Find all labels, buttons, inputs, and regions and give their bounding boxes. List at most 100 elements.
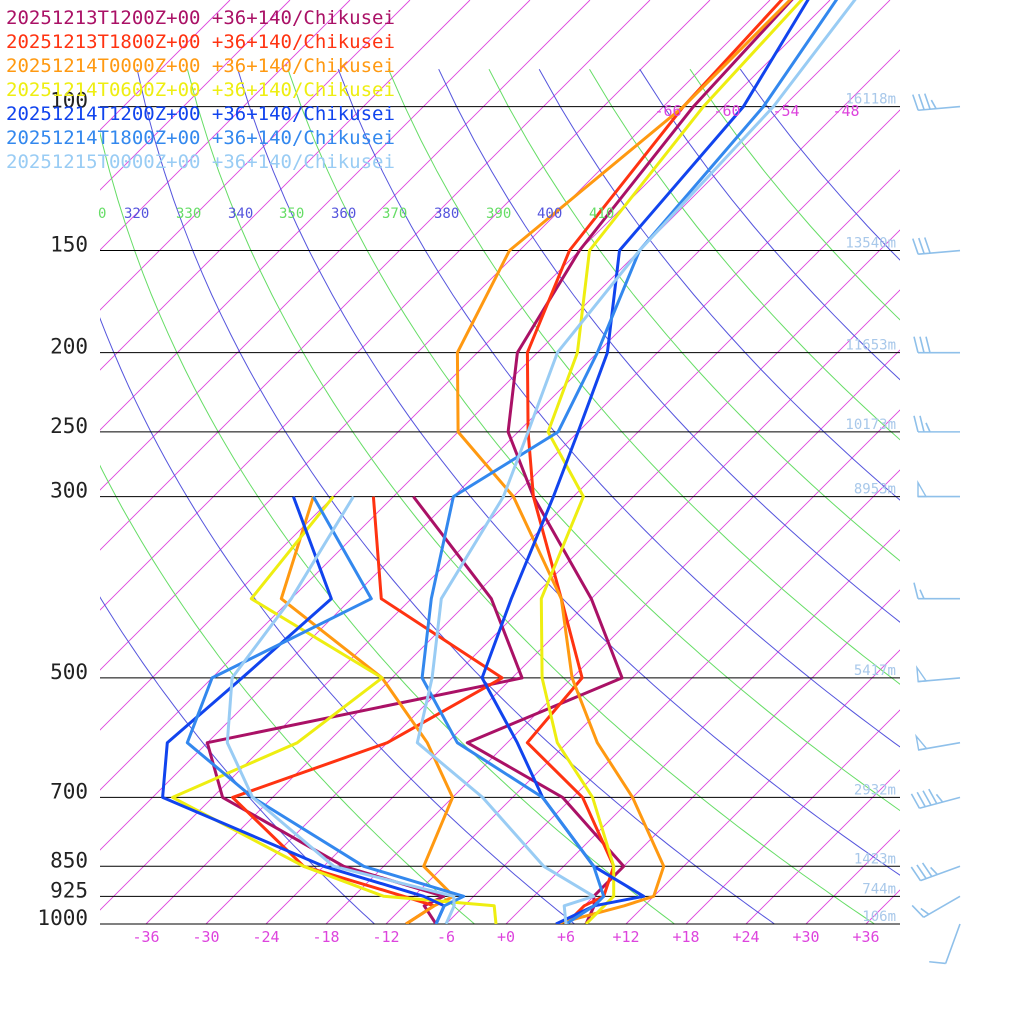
pressure-labels: 100 150 200 250 300 500 700 850 925 1000 bbox=[37, 89, 88, 930]
temperature-tick-label: -30 bbox=[192, 928, 219, 946]
temperature-profile bbox=[415, 0, 857, 924]
dewpoint-profile bbox=[161, 496, 446, 924]
sounding-profiles bbox=[161, 0, 857, 924]
theta-label: 380 bbox=[434, 206, 459, 222]
isotherm-line bbox=[205, 229, 900, 924]
height-label: 11653m bbox=[845, 338, 896, 354]
dry-adiabat-line bbox=[538, 68, 900, 501]
isotherm-line bbox=[625, 649, 900, 924]
dewpoint-profile bbox=[231, 496, 504, 924]
pressure-label: 300 bbox=[50, 479, 88, 503]
pressure-label: 200 bbox=[50, 335, 88, 359]
isotherm-line bbox=[100, 0, 771, 671]
temperature-tick-label: +12 bbox=[612, 928, 639, 946]
dry-adiabat-line bbox=[136, 69, 775, 924]
pressure-label: 700 bbox=[50, 779, 88, 803]
dry-adiabat-line bbox=[337, 69, 900, 748]
isotherm-line bbox=[685, 709, 900, 924]
theta-label: 0 bbox=[98, 206, 106, 222]
isotherm-line bbox=[100, 0, 351, 251]
isotherm-line bbox=[100, 49, 900, 851]
height-label: 744m bbox=[862, 881, 896, 897]
isotherm-lines bbox=[100, 0, 900, 924]
legend-entry: 20251213T1800Z+00 +36+140/Chikusei bbox=[6, 31, 395, 53]
legend-entry: 20251214T1200Z+00 +36+140/Chikusei bbox=[6, 103, 395, 125]
legend-entry: 20251215T0000Z+00 +36+140/Chikusei bbox=[6, 151, 395, 173]
temperature-profile bbox=[455, 0, 793, 924]
wind-barb bbox=[917, 479, 960, 498]
temperature-tick-label: +0 bbox=[497, 928, 515, 946]
temperature-profile bbox=[480, 0, 810, 924]
legend-entry: 20251214T0600Z+00 +36+140/Chikusei bbox=[6, 79, 395, 101]
wind-barb bbox=[913, 582, 960, 600]
upper-temperature-label: -48 bbox=[832, 102, 859, 120]
height-labels: 16118m 13540m 11653m 10173m 8953m 5417m … bbox=[845, 92, 896, 925]
upper-temperature-label: -54 bbox=[772, 102, 799, 120]
isotherm-line bbox=[145, 169, 900, 924]
dry-adiabat-line bbox=[100, 464, 475, 924]
pressure-label: 1000 bbox=[37, 906, 88, 930]
isotherm-line bbox=[100, 0, 831, 731]
theta-label: 370 bbox=[382, 206, 407, 222]
pressure-label: 100 bbox=[50, 89, 88, 113]
isotherm-line bbox=[100, 0, 411, 311]
theta-label: 390 bbox=[486, 206, 511, 222]
isotherm-line bbox=[100, 0, 591, 491]
legend: 20251213T1200Z+00 +36+140/Chikusei 20251… bbox=[6, 7, 395, 173]
temperature-tick-label: +36 bbox=[852, 928, 879, 946]
isotherm-line bbox=[565, 589, 900, 924]
pressure-label: 925 bbox=[50, 878, 88, 902]
theta-label: 400 bbox=[537, 206, 562, 222]
dry-adiabat-line bbox=[237, 69, 900, 876]
height-label: 5417m bbox=[854, 663, 896, 679]
wind-barb bbox=[910, 862, 961, 882]
isotherm-line bbox=[100, 0, 711, 611]
isotherm-line bbox=[805, 829, 900, 924]
dry-adiabat-line bbox=[100, 131, 675, 924]
upper-temperature-label: -60 bbox=[713, 102, 740, 120]
dry-adiabat-line bbox=[287, 69, 900, 812]
theta-label: 350 bbox=[279, 206, 304, 222]
isotherm-line bbox=[445, 469, 900, 924]
theta-label: 360 bbox=[331, 206, 356, 222]
theta-label: 330 bbox=[176, 206, 201, 222]
temperature-tick-label: -24 bbox=[252, 928, 279, 946]
dry-adiabat-line bbox=[438, 68, 900, 623]
wind-barb bbox=[911, 895, 961, 919]
temperature-tick-labels: -36 -30 -24 -18 -12 -6 +0 +6 +12 +18 +24… bbox=[132, 928, 879, 946]
wind-barb bbox=[913, 415, 960, 433]
dry-adiabat-lines bbox=[100, 68, 900, 924]
pressure-label: 150 bbox=[50, 233, 88, 257]
height-label: 1423m bbox=[854, 851, 896, 867]
height-label: 106m bbox=[862, 909, 896, 925]
wind-barb bbox=[912, 93, 961, 112]
wind-barb bbox=[910, 788, 961, 810]
temperature-tick-label: -36 bbox=[132, 928, 159, 946]
wind-barbs bbox=[910, 93, 961, 965]
dry-adiabat-line bbox=[387, 68, 900, 685]
isotherm-line bbox=[100, 0, 291, 191]
isotherm-line bbox=[100, 0, 651, 551]
pressure-label: 500 bbox=[50, 660, 88, 684]
isotherm-line bbox=[100, 0, 471, 371]
theta-label: 410 bbox=[589, 206, 614, 222]
isotherm-line bbox=[100, 0, 531, 431]
height-label: 2932m bbox=[854, 782, 896, 798]
dry-adiabat-line bbox=[186, 69, 875, 924]
dry-adiabat-line bbox=[100, 596, 375, 924]
isotherm-line bbox=[100, 0, 891, 791]
legend-entry: 20251214T0000Z+00 +36+140/Chikusei bbox=[6, 55, 395, 77]
wind-barb bbox=[913, 336, 960, 354]
theta-label: 320 bbox=[124, 206, 149, 222]
wind-barb bbox=[916, 665, 961, 683]
isotherm-line bbox=[325, 349, 900, 924]
temperature-profile bbox=[420, 0, 839, 924]
dewpoint-profile bbox=[205, 495, 524, 924]
temperature-tick-label: -6 bbox=[437, 928, 455, 946]
isotherm-line bbox=[385, 409, 900, 924]
isobar-lines bbox=[100, 106, 900, 925]
height-label: 13540m bbox=[845, 236, 896, 252]
height-label: 10173m bbox=[845, 417, 896, 433]
temperature-tick-label: -12 bbox=[372, 928, 399, 946]
